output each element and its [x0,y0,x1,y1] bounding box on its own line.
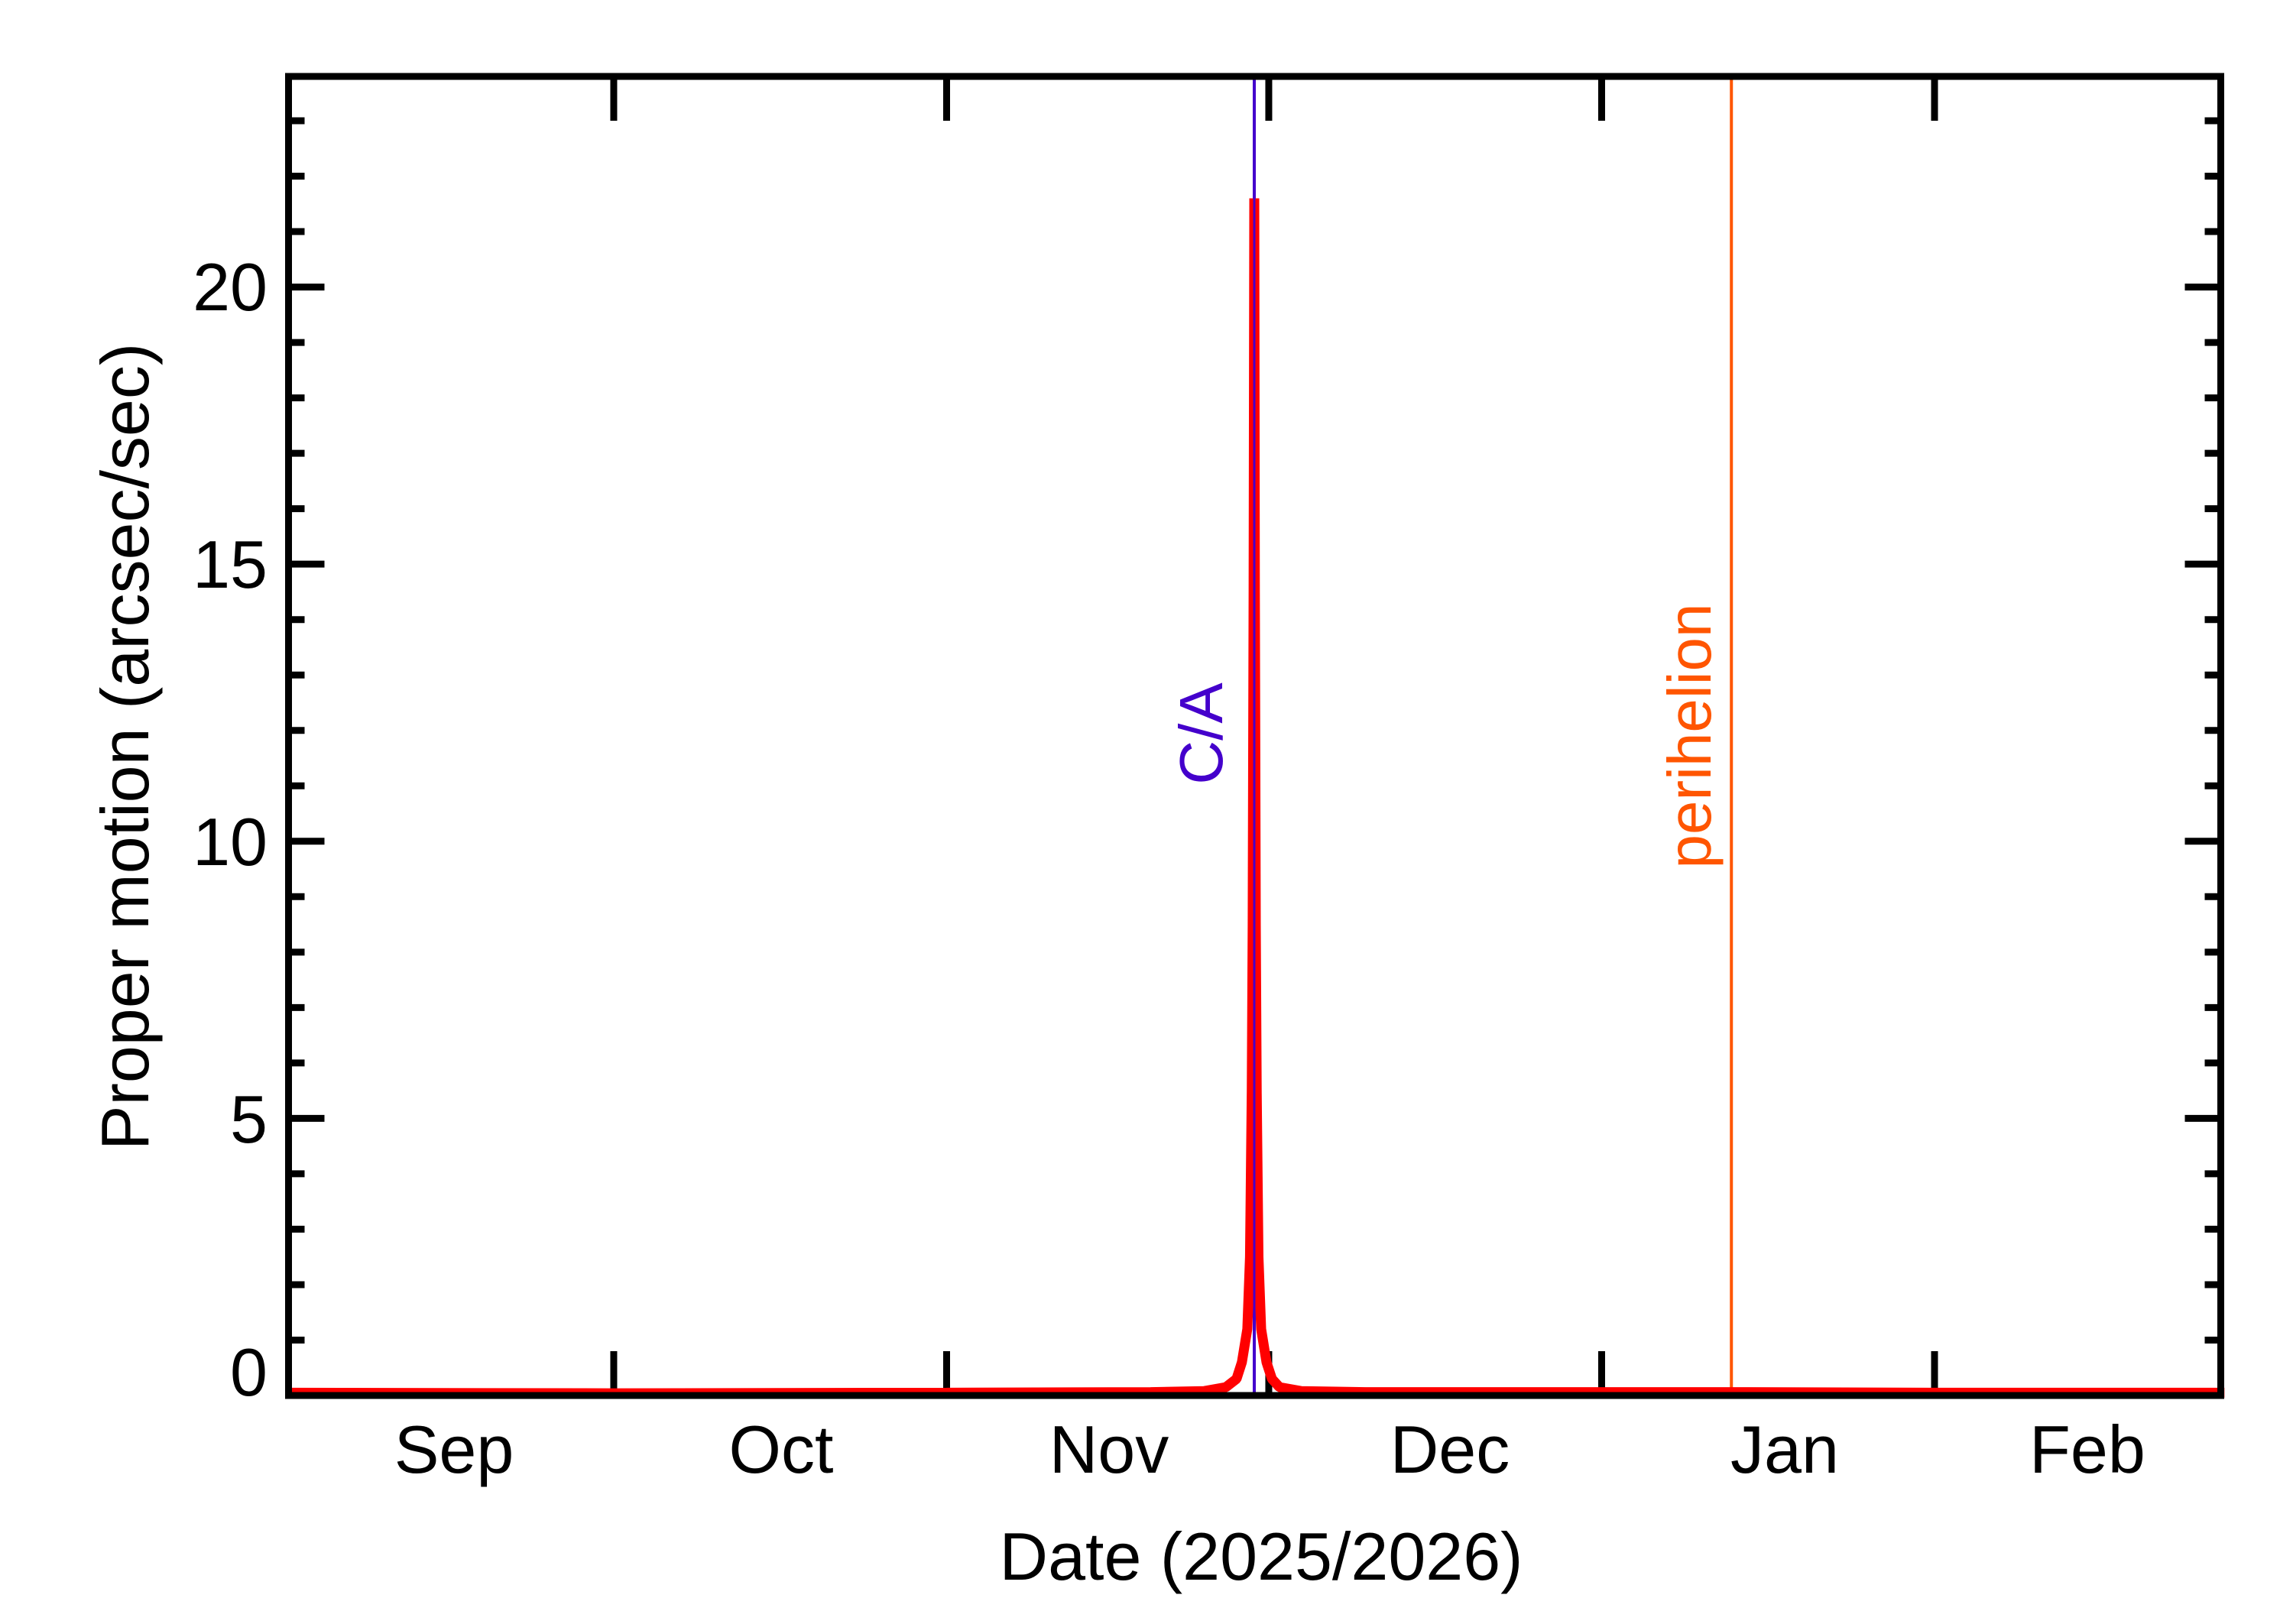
x-tick-label-jan: Jan [1730,1412,1839,1487]
x-tick-label-oct: Oct [729,1412,834,1487]
y-tick-label-20: 20 [193,249,268,325]
perihelion-label: perihelion [1656,604,1724,869]
y-tick-label-15: 15 [193,527,268,602]
x-axis-title: Date (2025/2026) [1000,1519,1523,1594]
x-tick-label-dec: Dec [1390,1412,1510,1487]
y-tick-label-0: 0 [230,1334,268,1410]
y-tick-label-5: 5 [230,1081,268,1157]
y-tick-label-10: 10 [193,804,268,880]
x-tick-label-nov: Nov [1049,1412,1169,1487]
plot-frame [285,73,2224,1399]
x-tick-labels: Sep Oct Nov Dec Jan Feb [394,1412,2145,1487]
closest-approach-label: C/A [1167,682,1235,785]
x-tick-label-feb: Feb [2029,1412,2145,1487]
y-tick-labels: 0 5 10 15 20 [193,249,268,1410]
y-axis-title: Proper motion (arcsec/sec) [87,343,163,1150]
x-tick-label-sep: Sep [394,1412,514,1487]
data-series [291,76,2225,1399]
